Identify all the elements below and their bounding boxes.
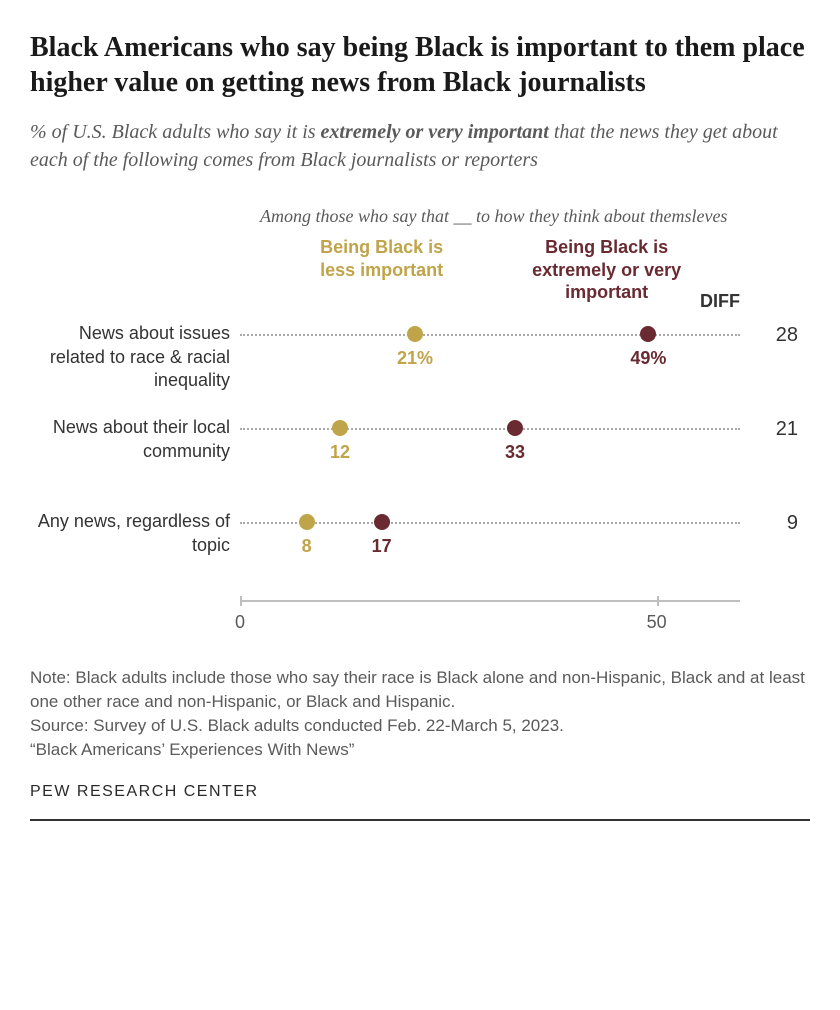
axis-tick-label: 0 [235,612,245,633]
chart-title: Black Americans who say being Black is i… [30,30,810,100]
row-track [240,522,740,524]
row-label: News about issues related to race & raci… [30,322,230,392]
value-less: 21% [397,348,433,369]
axis-tick [657,596,659,606]
report-title: “Black Americans’ Experiences With News” [30,738,810,762]
dot-more [640,326,656,342]
legend-top-line: Among those who say that __ to how they … [240,204,740,228]
chart-area: Among those who say that __ to how they … [30,204,810,650]
subtitle-bold: extremely or very important [321,121,549,143]
row-track [240,334,740,336]
dotplot-row: News about issues related to race & raci… [240,318,740,398]
value-more: 33 [505,442,525,463]
value-less: 12 [330,442,350,463]
dotplot-row: Any news, regardless of topic8179 [240,506,740,586]
row-track [240,428,740,430]
row-label: Any news, regardless of topic [30,510,230,557]
subtitle-pre: % of U.S. Black adults who say it is [30,121,321,143]
value-less: 8 [302,536,312,557]
diff-value: 21 [776,418,798,441]
note-text: Note: Black adults include those who say… [30,666,810,714]
brand-text: PEW RESEARCH CENTER [30,783,810,801]
diff-value: 9 [787,512,798,535]
x-axis: 050 [240,600,740,650]
value-more: 17 [372,536,392,557]
value-more: 49% [630,348,666,369]
diff-value: 28 [776,324,798,347]
row-label: News about their local community [30,416,230,463]
legend-labels: Being Black is less important Being Blac… [240,236,740,318]
axis-tick [240,596,242,606]
legend-more-important: Being Black is extremely or very importa… [522,236,692,304]
dot-less [299,514,315,530]
chart-subtitle: % of U.S. Black adults who say it is ext… [30,118,810,174]
axis-tick-label: 50 [647,612,667,633]
dot-more [507,420,523,436]
dotplot-rows: News about issues related to race & raci… [240,318,740,586]
legend-less-important: Being Black is less important [307,236,457,281]
dot-more [374,514,390,530]
footer-rule [30,819,810,821]
dot-less [332,420,348,436]
dot-less [407,326,423,342]
axis-line [240,600,740,602]
diff-column-header: DIFF [700,291,740,312]
dotplot-row: News about their local community123321 [240,412,740,492]
source-text: Source: Survey of U.S. Black adults cond… [30,714,810,738]
